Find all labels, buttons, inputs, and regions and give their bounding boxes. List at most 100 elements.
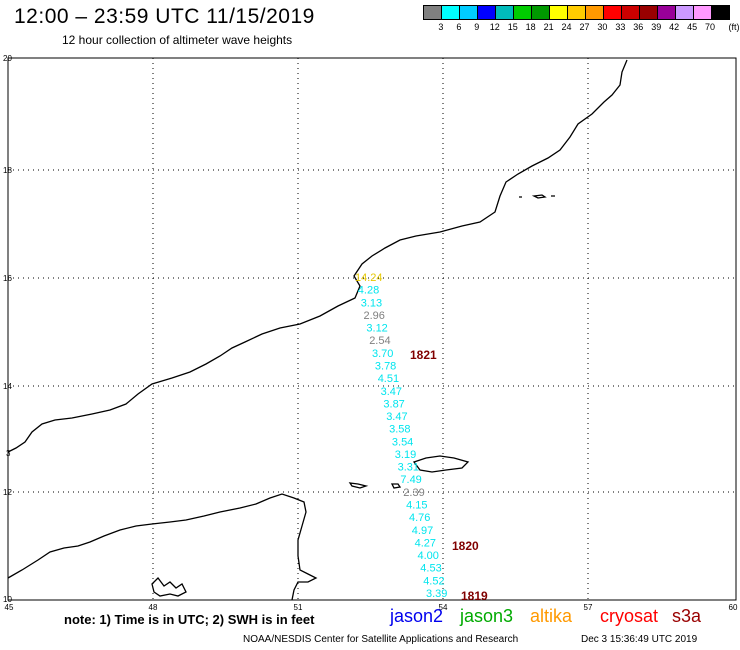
legend-label: 36 (633, 22, 644, 32)
wave-height-label: 3.78 (375, 361, 396, 373)
legend-swatch (460, 6, 478, 19)
latitude-labels: 20 18 16 14 12 10 3 (3, 54, 12, 604)
wave-height-label: 4.27 (415, 537, 436, 549)
wave-height-label: 4.00 (418, 550, 439, 562)
graticule (8, 58, 736, 600)
track-label: 1820 (452, 539, 479, 553)
legend-swatch (622, 6, 640, 19)
wave-height-label: 3.12 (366, 323, 387, 335)
wave-height-label: 3.47 (386, 411, 407, 423)
legend-labels: 3 6 9 12 15 18 21 24 27 30 33 36 39 42 45 70 (ft) (423, 22, 740, 34)
legend-label: 30 (597, 22, 608, 32)
wave-height-observations: 14.244.283.132.963.122.543.703.784.513.4… (355, 272, 447, 600)
legend-swatch (424, 6, 442, 19)
satellite-cryosat: cryosat (600, 606, 659, 626)
legend-label: 33 (615, 22, 626, 32)
wave-height-label: 2.96 (364, 310, 385, 322)
legend-label: 3 (438, 22, 444, 32)
wave-height-label: 3.47 (381, 386, 402, 398)
socotra-island (412, 455, 470, 473)
wave-height-label: 3.39 (426, 588, 447, 600)
legend-swatch (550, 6, 568, 19)
lon-label: 51 (294, 603, 303, 612)
wave-height-label: 2.54 (369, 335, 390, 347)
wave-height-label: 3.19 (395, 449, 416, 461)
page-title: 12:00 – 23:59 UTC 11/15/2019 (14, 5, 315, 28)
arabian-coastline (7, 59, 628, 453)
legend-label: 18 (525, 22, 536, 32)
wave-height-label: 3.31 (398, 462, 419, 474)
lat-label: 16 (3, 274, 12, 283)
wave-height-label: 3.54 (392, 436, 413, 448)
satellite-altika: altika (530, 606, 573, 626)
footer-note: note: 1) Time is in UTC; 2) SWH is in fe… (64, 612, 315, 627)
lon-label: 57 (584, 603, 593, 612)
legend-label: 39 (651, 22, 662, 32)
lat-label: 20 (3, 54, 12, 63)
wave-height-label: 4.76 (409, 512, 430, 524)
wave-height-label: 3.13 (361, 297, 382, 309)
legend-label: 45 (687, 22, 698, 32)
satellite-s3a: s3a (672, 606, 702, 626)
legend-swatch (478, 6, 496, 19)
small-island-west (348, 482, 369, 489)
legend-swatch (568, 6, 586, 19)
lon-label: 48 (149, 603, 158, 612)
lon-label: 45 (5, 603, 14, 612)
satellite-jason3: jason3 (460, 606, 514, 626)
legend-label: 6 (456, 22, 462, 32)
african-coastline (7, 493, 318, 601)
small-island-east (390, 483, 402, 489)
color-legend (423, 5, 730, 20)
track-label: 1821 (410, 348, 437, 362)
longitude-labels: 45 48 51 54 57 60 (5, 603, 738, 612)
legend-swatch (442, 6, 460, 19)
wave-height-label: 3.87 (383, 398, 404, 410)
wave-height-label: 4.53 (420, 563, 441, 575)
legend-swatch (712, 6, 729, 19)
wave-height-label: 4.52 (423, 575, 444, 587)
tiny-islands-north (519, 194, 555, 199)
lon-label: 60 (729, 603, 738, 612)
left-edge-label: 3 (6, 449, 11, 458)
legend-label: 70 (705, 22, 716, 32)
lat-label: 14 (3, 382, 12, 391)
wave-height-label: 2.39 (403, 487, 424, 499)
wave-height-label: 3.70 (372, 348, 393, 360)
legend-swatch (676, 6, 694, 19)
satellite-jason2: jason2 (390, 606, 444, 626)
track-labels: 1821 1820 1819 (410, 348, 488, 603)
somali-islets (151, 577, 187, 597)
legend-swatch (532, 6, 550, 19)
wave-height-label: 7.49 (400, 474, 421, 486)
lat-label: 18 (3, 166, 12, 175)
legend-swatch (694, 6, 712, 19)
legend-label: 24 (561, 22, 572, 32)
coastline (7, 59, 628, 601)
legend-label: 15 (507, 22, 518, 32)
generated-timestamp: Dec 3 15:36:49 UTC 2019 (581, 634, 698, 645)
wave-height-label: 4.28 (358, 285, 379, 297)
legend-label: 21 (543, 22, 554, 32)
legend-label: (ft) (728, 22, 740, 32)
legend-swatch (514, 6, 532, 19)
lon-label: 54 (439, 603, 448, 612)
legend-label: 42 (669, 22, 680, 32)
subtitle: 12 hour collection of altimeter wave hei… (62, 33, 293, 47)
credit-line: NOAA/NESDIS Center for Satellite Applica… (243, 634, 519, 645)
legend-swatch (586, 6, 604, 19)
wave-height-label: 4.97 (412, 525, 433, 537)
wave-height-label: 14.24 (355, 272, 383, 284)
legend-swatch (604, 6, 622, 19)
legend-label: 27 (579, 22, 590, 32)
map-frame (7, 57, 737, 601)
legend-swatch (496, 6, 514, 19)
legend-label: 9 (474, 22, 480, 32)
lat-label: 12 (3, 488, 12, 497)
legend-label: 12 (489, 22, 500, 32)
track-label: 1819 (461, 589, 488, 603)
wave-height-label: 4.15 (406, 500, 427, 512)
wave-height-label: 4.51 (378, 373, 399, 385)
legend-swatch (640, 6, 658, 19)
